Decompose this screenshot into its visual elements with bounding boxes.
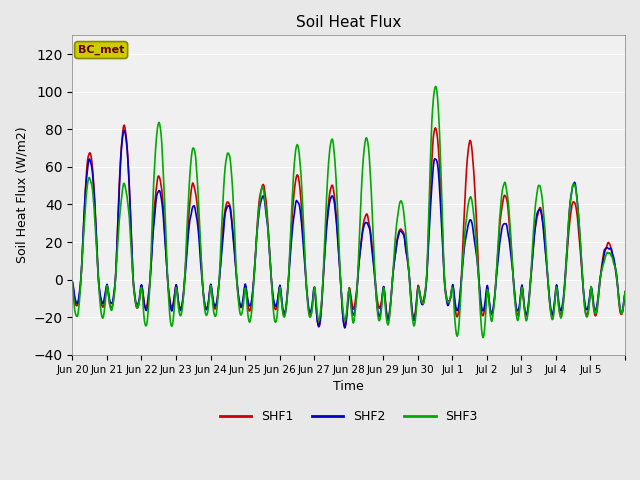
- Text: BC_met: BC_met: [78, 45, 124, 55]
- X-axis label: Time: Time: [333, 380, 364, 393]
- Y-axis label: Soil Heat Flux (W/m2): Soil Heat Flux (W/m2): [15, 127, 28, 264]
- Legend: SHF1, SHF2, SHF3: SHF1, SHF2, SHF3: [214, 406, 483, 429]
- Title: Soil Heat Flux: Soil Heat Flux: [296, 15, 401, 30]
